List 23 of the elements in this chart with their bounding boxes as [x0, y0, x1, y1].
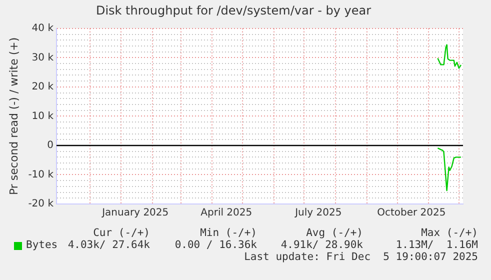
- x-tick-label: April 2025: [200, 208, 252, 219]
- y-tick-label: -10 k: [28, 169, 54, 180]
- text: 4.91k/ 28.90k: [280, 239, 363, 251]
- legend-label: Bytes: [26, 239, 58, 251]
- y-tick-label: -20 k: [28, 198, 54, 210]
- text: 1.13M/ 1.16M: [396, 239, 478, 251]
- y-tick-label: 30 k: [32, 52, 54, 64]
- text: Cur (-/+): [93, 227, 150, 239]
- x-tick-label: October 2025: [377, 208, 446, 219]
- text: Min (-/+): [200, 227, 257, 239]
- chart-title: Disk throughput for /dev/system/var - by year: [96, 3, 372, 18]
- x-tick-label: July 2025: [294, 208, 342, 219]
- y-tick-label: 40 k: [32, 22, 54, 34]
- y-tick-label: 20 k: [32, 82, 54, 93]
- y-tick-label: 0: [47, 140, 54, 152]
- text: 0.00 / 16.36k: [174, 239, 257, 251]
- x-tick-label: January 2025: [101, 208, 169, 219]
- text: Last update: Fri Dec 5 19:00:07 2025: [244, 251, 478, 263]
- text: 4.03k/ 27.64k: [68, 239, 150, 251]
- text: Avg (-/+): [306, 227, 363, 239]
- y-axis-title: Pr second read (-) / write (+): [7, 37, 20, 196]
- y-tick-label: 10 k: [32, 110, 54, 122]
- text: Max (-/+): [421, 227, 478, 239]
